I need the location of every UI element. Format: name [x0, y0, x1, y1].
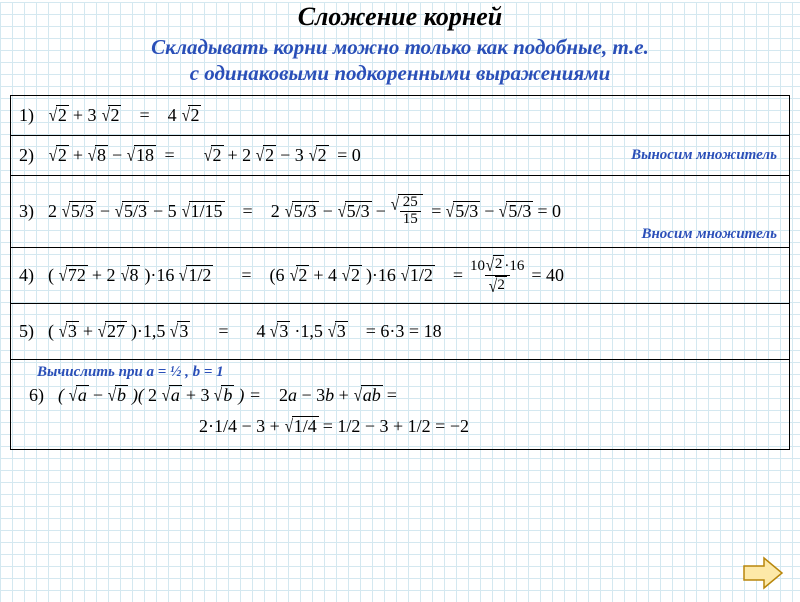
subtitle-line-2: с одинаковыми подкоренными выражениями — [190, 61, 611, 85]
example-row: 1) √2 + 3 √2 = 4 √2 — [11, 96, 789, 136]
row-number: 4) — [19, 265, 34, 286]
row-number: 3) — [19, 201, 34, 222]
hint-label: Вычислить при a = ½ , b = 1 — [37, 364, 224, 381]
example-row: 3) 2√5/3 − √5/3 − 5 √1/15 = 2√5/3 − √5/3… — [11, 176, 789, 248]
page-subtitle: Складывать корни можно только как подобн… — [0, 34, 800, 87]
hint-label: Вносим множитель — [641, 226, 777, 243]
row-number: 6) — [29, 385, 44, 406]
slide-content: Сложение корней Складывать корни можно т… — [0, 2, 800, 450]
example-row: 2) √2 + √8 − √18 = √2 + 2 √2 − 3 √2 = 0 … — [11, 136, 789, 176]
expression-line2: 2·1/4 − 3 + √1/4 = 1/2 − 3 + 1/2 = −2 — [199, 416, 469, 437]
example-row: 5) ( √3 + √27 )·1,5 √3 = 4√3 ·1,5√3 = 6·… — [11, 304, 789, 360]
expression: 2) √2 + √8 − √18 = √2 + 2 √2 − 3 √2 = 0 — [19, 145, 361, 166]
page-title: Сложение корней — [0, 2, 800, 32]
expression: 5) ( √3 + √27 )·1,5 √3 = 4√3 ·1,5√3 = 6·… — [19, 321, 442, 342]
expression: 4) ( √72 + 2 √8 )·16 √1/2 = (6√2 + 4√2 )… — [19, 255, 564, 296]
row-number: 2) — [19, 145, 34, 166]
hint-label: Выносим множитель — [631, 147, 777, 164]
expression: 6) ( √a − √b )( 2√a + 3√b ) = 2a − 3b + … — [29, 385, 397, 406]
expression: 3) 2√5/3 − √5/3 − 5 √1/15 = 2√5/3 − √5/3… — [19, 194, 561, 228]
example-row: 4) ( √72 + 2 √8 )·16 √1/2 = (6√2 + 4√2 )… — [11, 248, 789, 304]
example-row: Вычислить при a = ½ , b = 1 6) ( √a − √b… — [11, 360, 789, 449]
worksheet-box: 1) √2 + 3 √2 = 4 √2 2) √2 + √8 − √18 = √… — [10, 95, 790, 450]
next-arrow-icon[interactable] — [742, 554, 784, 592]
row-number: 5) — [19, 321, 34, 342]
arrow-shape — [744, 558, 782, 588]
row-number: 1) — [19, 105, 34, 126]
expression: 1) √2 + 3 √2 = 4 √2 — [19, 105, 201, 126]
subtitle-line-1: Складывать корни можно только как подобн… — [151, 35, 649, 59]
